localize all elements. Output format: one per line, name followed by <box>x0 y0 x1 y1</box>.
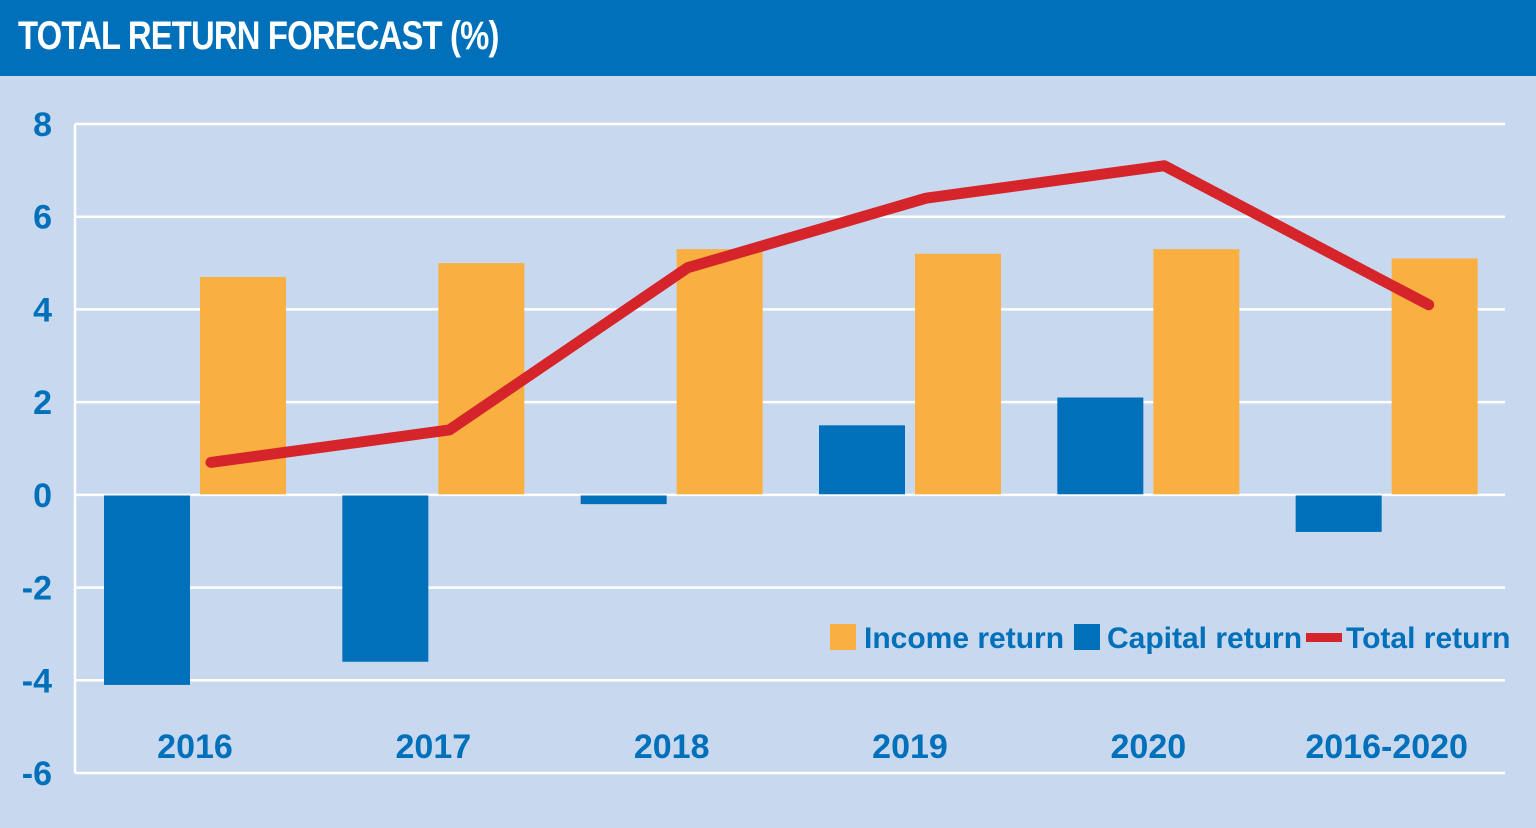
total-return-line <box>205 160 1435 468</box>
x-category-label: 2016-2020 <box>1305 728 1468 766</box>
y-tick-label: -2 <box>22 570 52 608</box>
capital-return-bar <box>1295 494 1382 532</box>
legend-total-swatch <box>1306 633 1342 642</box>
y-tick-label: -6 <box>22 755 52 793</box>
legend-income-swatch <box>830 624 856 650</box>
total-return-point <box>210 461 212 464</box>
income-return-bar <box>915 253 1001 495</box>
legend-capital-swatch <box>1074 624 1100 650</box>
income-return-bar <box>438 263 525 495</box>
y-tick-label: -4 <box>22 662 52 700</box>
chart-title: TOTAL RETURN FORECAST (%) <box>18 14 499 58</box>
total-return-point <box>1163 164 1166 167</box>
capital-return-bar <box>342 494 429 662</box>
chart-area: 8 6 4 2 0 -2 -4 -6 2016 2017 2018 2019 2020 2016-2020… <box>0 76 1536 828</box>
y-tick-label: 8 <box>33 106 52 144</box>
legend-capital-label: Capital return <box>1107 622 1302 655</box>
capital-return-bar <box>1057 397 1144 495</box>
total-return-point <box>925 197 927 200</box>
capital-return-bar <box>580 494 667 505</box>
capital-return-bar <box>819 425 905 495</box>
chart-plot: 8 6 4 2 0 -2 -4 -6 2016 2017 2018 2019 2020 2016-2020… <box>22 106 1511 793</box>
income-return-bar <box>676 249 763 495</box>
x-category-label: 2016 <box>157 728 233 766</box>
total-return-point <box>448 428 451 431</box>
x-category-label: 2019 <box>872 728 948 766</box>
total-return-point <box>1427 303 1430 306</box>
income-return-bar <box>1153 249 1240 495</box>
x-category-label: 2020 <box>1111 728 1187 766</box>
y-tick-label: 0 <box>33 477 52 515</box>
y-tick-label: 2 <box>33 384 52 422</box>
legend-total-label: Total return <box>1346 622 1510 655</box>
x-category-label: 2017 <box>396 728 472 766</box>
total-return-point <box>686 266 689 269</box>
y-tick-label: 6 <box>33 199 52 237</box>
y-tick-label: 4 <box>33 291 52 329</box>
x-category-label: 2018 <box>634 728 710 766</box>
legend-income-label: Income return <box>864 622 1064 655</box>
capital-return-bar <box>104 494 190 685</box>
chart-header: TOTAL RETURN FORECAST (%) <box>0 0 1536 76</box>
